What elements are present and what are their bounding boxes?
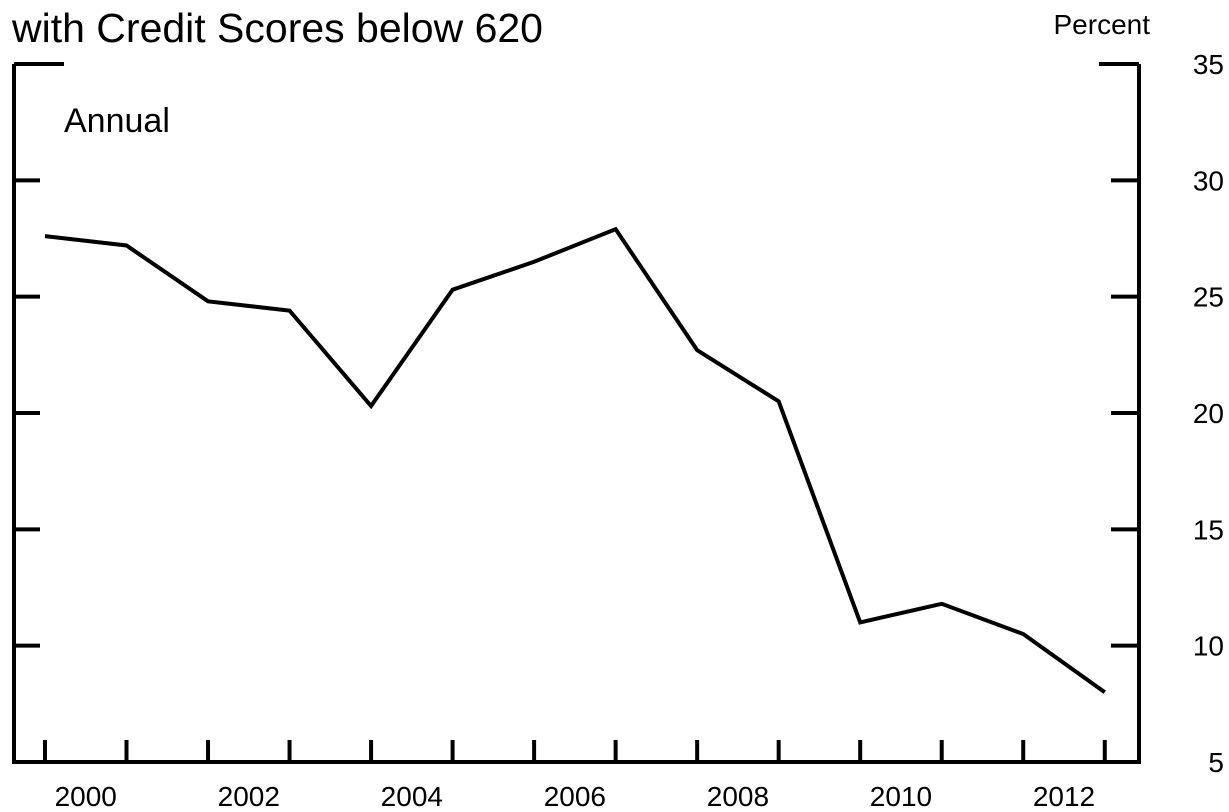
x-tick-label: 2004: [381, 781, 443, 812]
y-tick-label: 5: [1208, 747, 1224, 778]
y-tick-label: 15: [1193, 514, 1224, 545]
chart-title: with Credit Scores below 620: [11, 5, 543, 51]
x-tick-label: 2012: [1033, 781, 1095, 812]
x-tick-label: 2010: [870, 781, 932, 812]
y-tick-label: 20: [1193, 398, 1224, 429]
line: [44, 226, 1106, 694]
x-tick-label: 2002: [218, 781, 280, 812]
y-tick-label: 10: [1193, 631, 1224, 662]
plot-frame: [12, 64, 1141, 764]
y-unit-label: Percent: [1054, 9, 1151, 40]
x-tick-label: 2000: [55, 781, 117, 812]
x-tick-label: 2006: [544, 781, 606, 812]
y-tick-label: 35: [1193, 49, 1224, 80]
y-tick-label: 30: [1193, 165, 1224, 196]
x-tick-label: 2008: [707, 781, 769, 812]
annotation: Annual: [64, 102, 170, 140]
y-tick-label: 25: [1193, 282, 1224, 313]
